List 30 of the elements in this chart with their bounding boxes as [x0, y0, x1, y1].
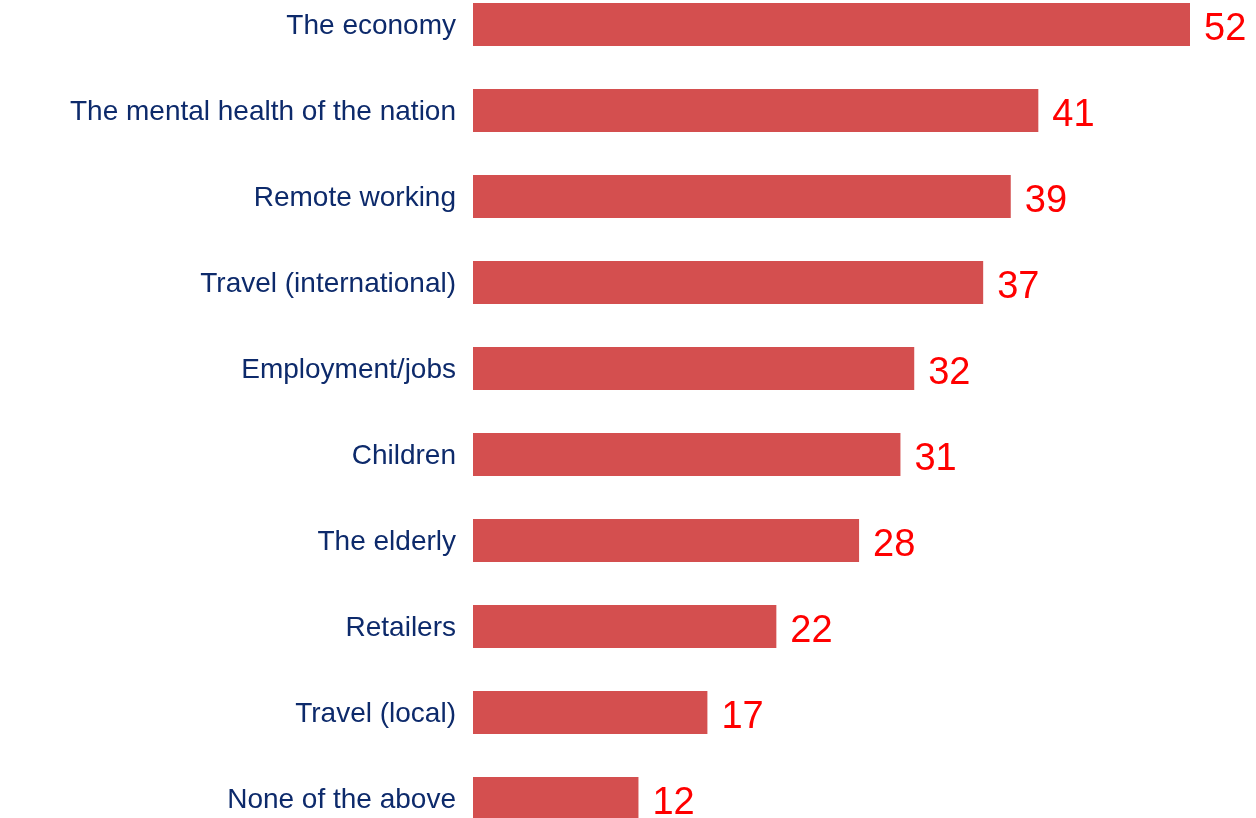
y-tick-label: The mental health of the nation [69, 95, 456, 126]
data-label: 17 [721, 693, 764, 736]
bar [473, 433, 901, 476]
data-label: 41 [1052, 91, 1095, 134]
data-label: 22 [790, 607, 833, 650]
bar [473, 519, 860, 562]
data-label: 31 [914, 435, 957, 478]
bar [473, 605, 777, 648]
y-tick-label: The economy [286, 9, 456, 40]
bar [473, 777, 639, 818]
data-label: 37 [997, 263, 1040, 306]
y-tick-label: Employment/jobs [241, 353, 456, 384]
y-tick-label: Travel (local) [295, 697, 456, 728]
y-tick-label: Children [351, 439, 456, 470]
data-label: 39 [1024, 177, 1068, 220]
data-label: 12 [652, 779, 695, 818]
bar [473, 89, 1039, 132]
y-tick-label: None of the above [227, 783, 456, 814]
bar [473, 261, 984, 304]
bar [473, 3, 1190, 46]
bar [473, 691, 708, 734]
data-label: 28 [873, 521, 916, 564]
data-label: 52 [1204, 5, 1247, 48]
y-tick-label: Travel (international) [200, 267, 456, 298]
bar [473, 175, 1011, 218]
bar [473, 347, 915, 390]
y-tick-label: Retailers [345, 611, 456, 642]
data-label: 32 [928, 349, 971, 392]
y-tick-label: The elderly [317, 525, 456, 556]
y-tick-label: Remote working [253, 181, 456, 212]
